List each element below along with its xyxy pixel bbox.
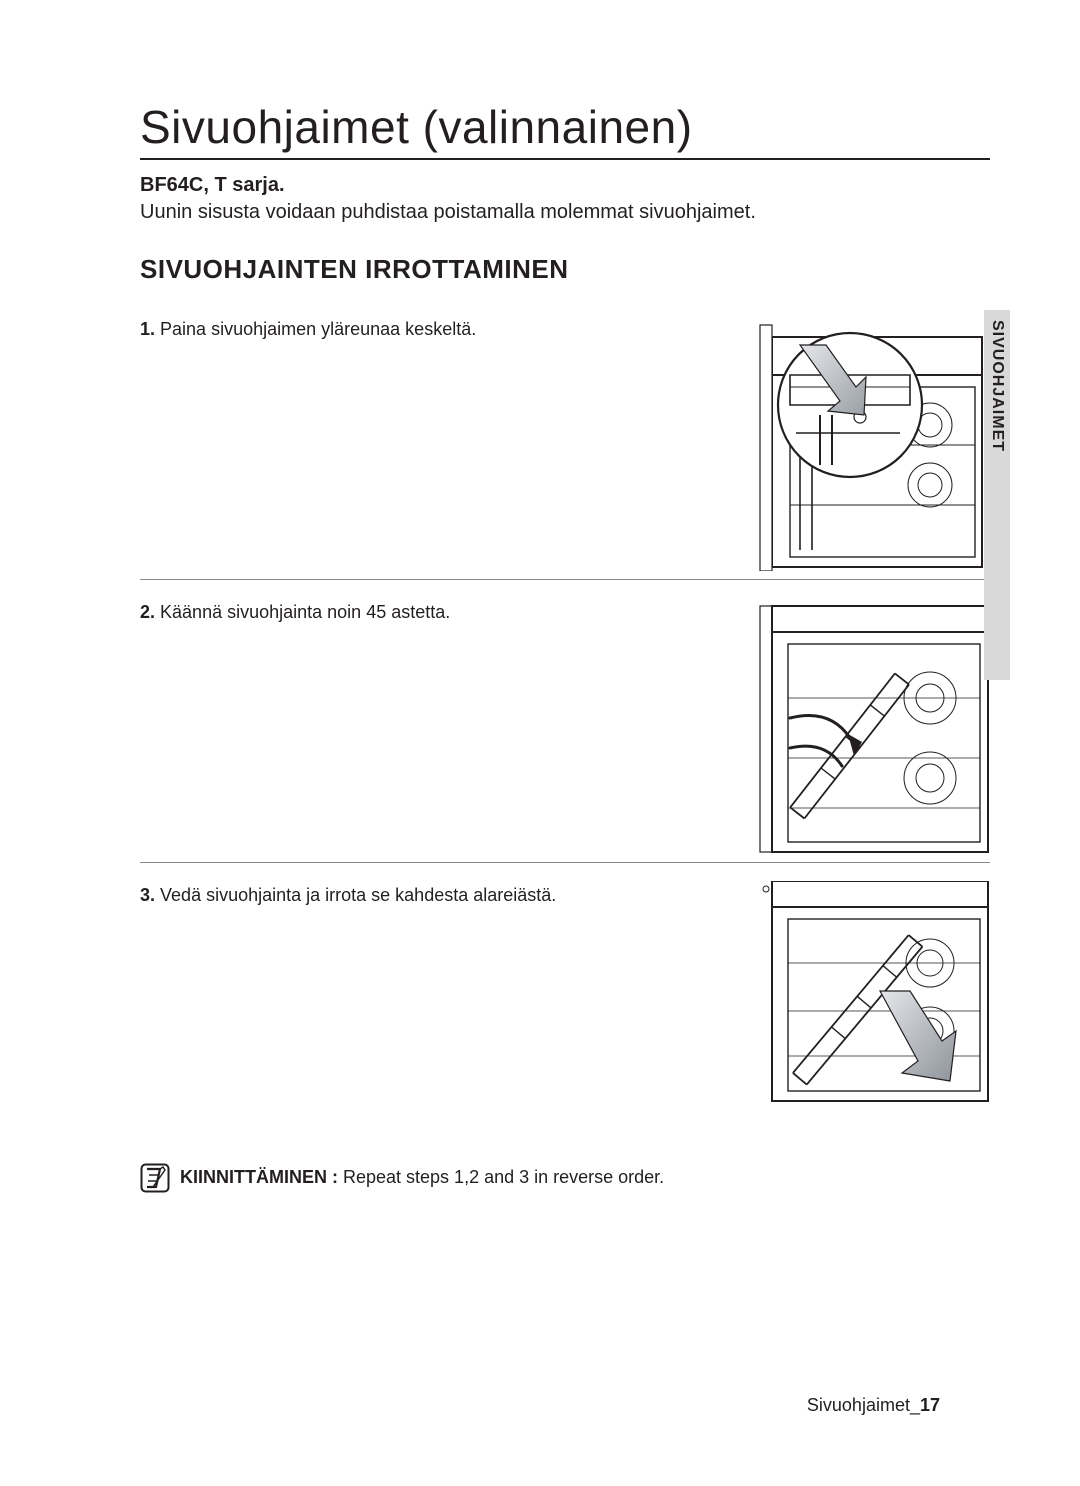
note-text: KIINNITTÄMINEN : Repeat steps 1,2 and 3 … — [180, 1163, 664, 1188]
section-tab-label: SIVUOHJAIMET — [988, 320, 1006, 452]
step-illustration — [730, 598, 990, 854]
step-text: 2. Käännä sivuohjainta noin 45 astetta. — [140, 598, 730, 854]
step-illustration — [730, 881, 990, 1137]
note-body: Repeat steps 1,2 and 3 in reverse order. — [343, 1167, 664, 1187]
page-footer: Sivuohjaimet_17 — [807, 1395, 940, 1416]
step-body: Käännä sivuohjainta noin 45 astetta. — [160, 602, 450, 622]
step-row: 3. Vedä sivuohjainta ja irrota se kahdes… — [140, 881, 990, 1145]
intro-text: Uunin sisusta voidaan puhdistaa poistama… — [140, 201, 990, 224]
step-illustration — [730, 315, 990, 571]
step-number: 2. — [140, 602, 155, 622]
page-title: Sivuohjaimet (valinnainen) — [140, 100, 990, 160]
page: Sivuohjaimet (valinnainen) BF64C, T sarj… — [0, 0, 1080, 1486]
step-number: 1. — [140, 319, 155, 339]
note-icon — [140, 1163, 170, 1193]
footer-text: Sivuohjaimet_ — [807, 1395, 920, 1415]
step-row: 1. Paina sivuohjaimen yläreunaa keskeltä… — [140, 315, 990, 580]
footer-page: 17 — [920, 1395, 940, 1415]
note-row: KIINNITTÄMINEN : Repeat steps 1,2 and 3 … — [140, 1163, 990, 1193]
step-number: 3. — [140, 885, 155, 905]
step-text: 1. Paina sivuohjaimen yläreunaa keskeltä… — [140, 315, 730, 571]
step-body: Vedä sivuohjainta ja irrota se kahdesta … — [160, 885, 556, 905]
step-body: Paina sivuohjaimen yläreunaa keskeltä. — [160, 319, 476, 339]
step-text: 3. Vedä sivuohjainta ja irrota se kahdes… — [140, 881, 730, 1137]
step-row: 2. Käännä sivuohjainta noin 45 astetta. — [140, 598, 990, 863]
section-heading: SIVUOHJAINTEN IRROTTAMINEN — [140, 254, 990, 285]
steps-list: 1. Paina sivuohjaimen yläreunaa keskeltä… — [140, 315, 990, 1145]
section-tab: SIVUOHJAIMET — [984, 310, 1010, 680]
note-label: KIINNITTÄMINEN : — [180, 1167, 343, 1187]
model-subtitle: BF64C, T sarja. — [140, 174, 990, 197]
